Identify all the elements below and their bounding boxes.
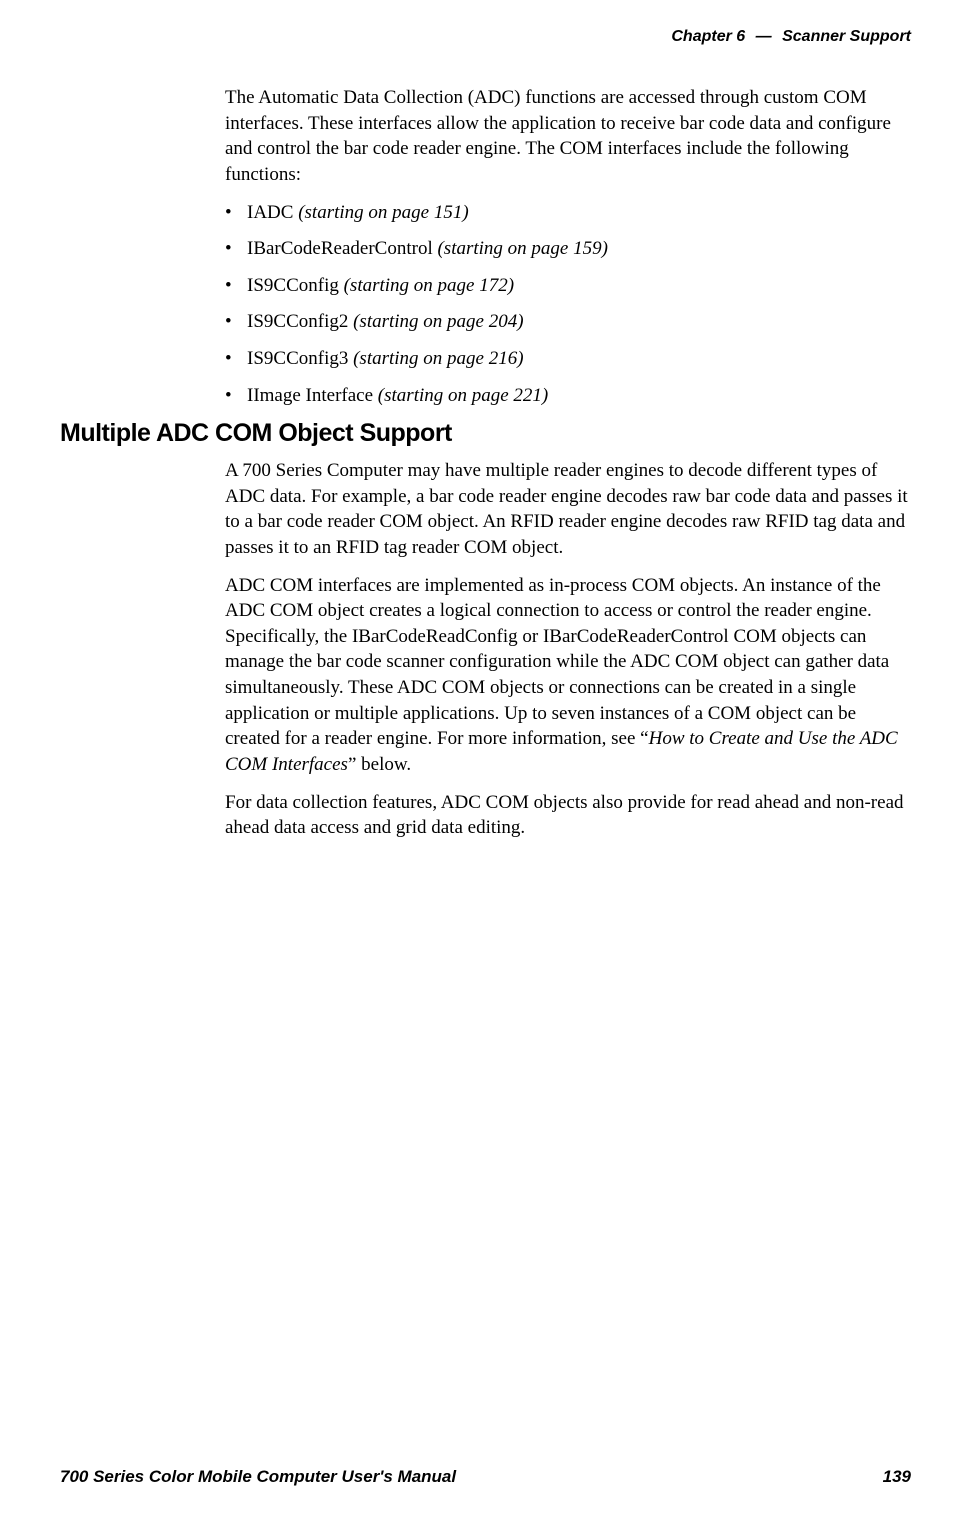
section-paragraph-3: For data collection features, ADC COM ob… (225, 790, 908, 841)
chapter-label: Chapter (671, 28, 731, 45)
list-item: IImage Interface (starting on page 221) (225, 383, 905, 410)
interfaces-list: IADC (starting on page 151) IBarCodeRead… (225, 200, 905, 410)
list-item: IADC (starting on page 151) (225, 200, 905, 227)
section-paragraph-1: A 700 Series Computer may have multiple … (225, 458, 908, 561)
page-reference: (starting on page 151) (298, 202, 468, 223)
section-paragraph-2: ADC COM interfaces are implemented as in… (225, 573, 908, 778)
page-reference: (starting on page 159) (437, 238, 607, 259)
page-reference: (starting on page 221) (378, 385, 548, 406)
page-header: Chapter 6 — Scanner Support (671, 28, 911, 46)
interface-name: IADC (247, 202, 293, 223)
paragraph-text-before: ADC COM interfaces are implemented as in… (225, 575, 889, 750)
section-content: A 700 Series Computer may have multiple … (225, 458, 908, 853)
page-reference: (starting on page 172) (344, 275, 514, 296)
interface-name: IS9CConfig (247, 275, 339, 296)
page-footer: 700 Series Color Mobile Computer User's … (60, 1467, 911, 1487)
interface-name: IBarCodeReaderControl (247, 238, 433, 259)
page-reference: (starting on page 216) (353, 348, 523, 369)
section-heading: Multiple ADC COM Object Support (60, 419, 452, 448)
intro-content: The Automatic Data Collection (ADC) func… (225, 85, 905, 421)
chapter-number: 6 (736, 28, 745, 45)
interface-name: IS9CConfig3 (247, 348, 348, 369)
interface-name: IImage Interface (247, 385, 373, 406)
header-dash: — (756, 28, 772, 45)
header-title: Scanner Support (782, 28, 911, 45)
list-item: IS9CConfig (starting on page 172) (225, 273, 905, 300)
list-item: IS9CConfig3 (starting on page 216) (225, 346, 905, 373)
list-item: IS9CConfig2 (starting on page 204) (225, 309, 905, 336)
interface-name: IS9CConfig2 (247, 311, 348, 332)
list-item: IBarCodeReaderControl (starting on page … (225, 236, 905, 263)
intro-paragraph: The Automatic Data Collection (ADC) func… (225, 85, 905, 188)
paragraph-text-after: ” below. (348, 754, 411, 775)
page-reference: (starting on page 204) (353, 311, 523, 332)
footer-page-number: 139 (883, 1467, 911, 1487)
footer-manual-title: 700 Series Color Mobile Computer User's … (60, 1467, 456, 1487)
